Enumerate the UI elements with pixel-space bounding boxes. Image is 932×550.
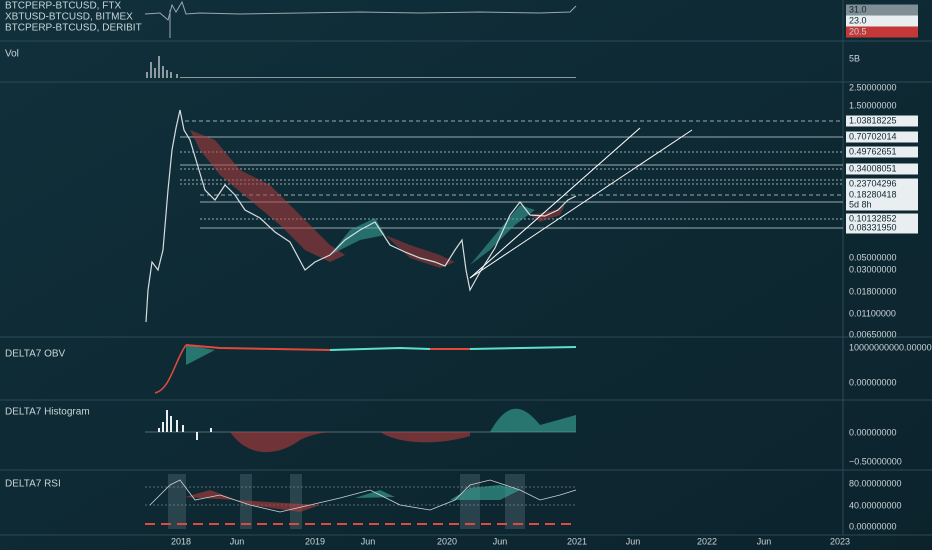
- top-axis-label-box: [846, 26, 918, 38]
- rsi-cloud: [450, 485, 520, 500]
- bull-cloud: [470, 205, 535, 265]
- histogram-bars: [158, 410, 212, 440]
- price-level-label: 1.03818225: [849, 115, 897, 125]
- time-axis-label: Jun: [757, 536, 772, 546]
- time-axis-label: Jun: [361, 536, 376, 546]
- histogram-cloud: [230, 431, 350, 453]
- axis-label: 0.00000000: [849, 427, 897, 437]
- axis-label: 10000000000.00000000: [849, 342, 932, 352]
- volume-bars: [146, 56, 178, 78]
- time-axis-label: 2023: [830, 536, 850, 546]
- top-axis-label: 31.0: [849, 4, 867, 14]
- time-axis-label: 2022: [697, 536, 717, 546]
- panel-title: DELTA7 Histogram: [5, 407, 90, 418]
- price-level-label-box: [846, 213, 918, 225]
- axis-label: 40.00000000: [849, 500, 902, 510]
- obv-line: [469, 346, 577, 350]
- price-level-label-box: [846, 222, 918, 234]
- top-axis-label: 20.5: [849, 26, 867, 36]
- obv-line: [185, 344, 331, 351]
- price-level-label-box: [846, 178, 918, 190]
- obv-line: [154, 344, 187, 394]
- price-level-label: 0.23704296: [849, 178, 897, 188]
- bear-cloud: [190, 130, 345, 262]
- legend-entry: BTCPERP-BTCUSD, DERIBIT: [5, 23, 142, 34]
- price-axis-label: 0.00650000: [849, 329, 897, 339]
- panel-title: DELTA7 OBV: [5, 349, 66, 360]
- price-level-label-box: [846, 146, 918, 158]
- obv-line: [329, 346, 431, 351]
- price-level-label-box: [846, 131, 918, 143]
- price-level-label: 0.70702014: [849, 131, 897, 141]
- axis-label: 0.00000000: [849, 521, 897, 531]
- price-axis-label: 1.50000000: [849, 100, 897, 110]
- rsi-line: [149, 479, 577, 513]
- price-level-label: 0.34008051: [849, 163, 897, 173]
- axis-label: 80.00000000: [849, 478, 902, 488]
- price-level-label: 0.18280418: [849, 189, 897, 199]
- panel-title: DELTA7 RSI: [5, 479, 61, 490]
- histogram-cloud: [490, 408, 576, 432]
- histogram-cloud: [380, 432, 470, 443]
- time-axis-label: Jun: [493, 536, 508, 546]
- price-level-label-box: [846, 163, 918, 175]
- time-axis-label: 2019: [305, 536, 325, 546]
- time-axis-label: 2021: [567, 536, 587, 546]
- time-axis-label: Jun: [230, 536, 245, 546]
- bear-cloud: [385, 235, 455, 268]
- price-axis-label: 0.03000000: [849, 264, 897, 274]
- trend-lines: [469, 127, 693, 279]
- price-level-label-box: [846, 199, 918, 211]
- rsi-cloud: [355, 490, 395, 498]
- legend-entry: BTCPERP-BTCUSD, FTX: [5, 1, 121, 12]
- price-level-label-box: [846, 115, 918, 127]
- price-line: [145, 109, 577, 323]
- price-level-label-box: [846, 189, 918, 201]
- price-level-label: 5d 8h: [849, 199, 872, 209]
- legend-entry: XBTUSD-BTCUSD, BITMEX: [5, 12, 133, 23]
- price-axis-label: 2.50000000: [849, 82, 897, 92]
- price-axis-label: 0.05000000: [849, 252, 897, 262]
- axis-label: 0.00000000: [849, 377, 897, 387]
- rsi-zones: [168, 474, 525, 529]
- price-level-label: 0.08331950: [849, 222, 897, 232]
- top-axis-label: 23.0: [849, 15, 867, 25]
- obv-cloud: [186, 345, 215, 365]
- price-axis-label: 0.01800000: [849, 286, 897, 296]
- price-level-label: 0.49762651: [849, 146, 897, 156]
- axis-label: −0.50000000: [849, 456, 902, 466]
- top-axis-label-box: [846, 4, 918, 16]
- panel-title: Vol: [5, 49, 19, 60]
- time-axis-label: Jun: [626, 536, 641, 546]
- top-axis-label-box: [846, 15, 918, 27]
- panel-separators: [0, 0, 932, 536]
- price-level-label: 0.10132852: [849, 213, 897, 223]
- price-axis-label: 0.01100000: [849, 308, 896, 318]
- time-axis-label: 2020: [437, 536, 457, 546]
- axis-label: 5B: [849, 53, 860, 63]
- time-axis-label: 2018: [171, 536, 191, 546]
- bull-cloud: [330, 218, 385, 255]
